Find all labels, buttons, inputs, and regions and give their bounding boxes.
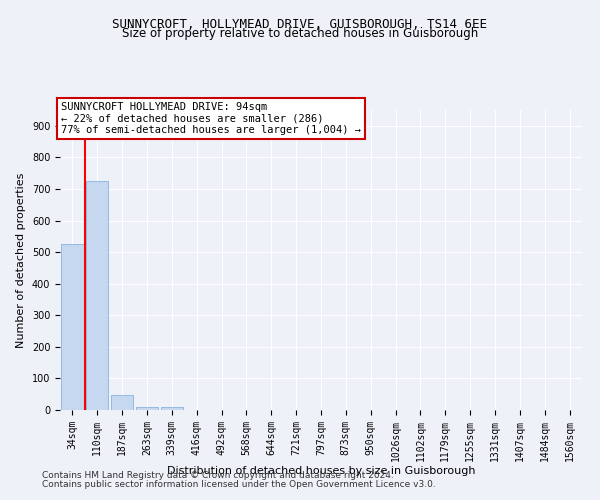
Bar [111, 395, 133, 410]
Text: Contains HM Land Registry data © Crown copyright and database right 2024.: Contains HM Land Registry data © Crown c… [42, 471, 394, 480]
Bar [61, 244, 83, 410]
Bar [161, 407, 183, 410]
X-axis label: Distribution of detached houses by size in Guisborough: Distribution of detached houses by size … [167, 466, 475, 476]
Text: Size of property relative to detached houses in Guisborough: Size of property relative to detached ho… [122, 28, 478, 40]
Bar [86, 181, 109, 410]
Bar [136, 407, 158, 410]
Text: Contains public sector information licensed under the Open Government Licence v3: Contains public sector information licen… [42, 480, 436, 489]
Text: SUNNYCROFT HOLLYMEAD DRIVE: 94sqm
← 22% of detached houses are smaller (286)
77%: SUNNYCROFT HOLLYMEAD DRIVE: 94sqm ← 22% … [61, 102, 361, 136]
Y-axis label: Number of detached properties: Number of detached properties [16, 172, 26, 348]
Text: SUNNYCROFT, HOLLYMEAD DRIVE, GUISBOROUGH, TS14 6EE: SUNNYCROFT, HOLLYMEAD DRIVE, GUISBOROUGH… [113, 18, 487, 30]
